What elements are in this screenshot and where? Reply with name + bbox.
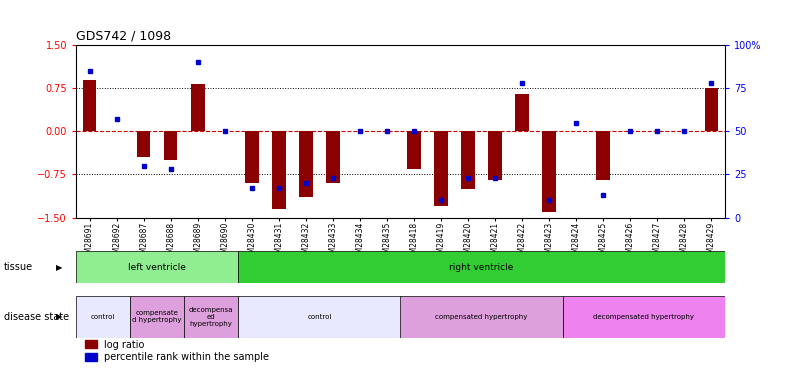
Bar bbox=[326, 131, 340, 183]
Bar bbox=[461, 131, 475, 189]
Legend: log ratio, percentile rank within the sample: log ratio, percentile rank within the sa… bbox=[81, 336, 273, 366]
Bar bbox=[705, 88, 718, 131]
Text: tissue: tissue bbox=[4, 262, 33, 272]
Bar bbox=[137, 131, 151, 157]
Bar bbox=[597, 131, 610, 180]
Text: decompensated hypertrophy: decompensated hypertrophy bbox=[594, 314, 694, 320]
Bar bbox=[407, 131, 421, 169]
Bar bbox=[515, 94, 529, 131]
Text: ▶: ▶ bbox=[56, 263, 62, 272]
Text: decompensa
ed
hypertrophy: decompensa ed hypertrophy bbox=[189, 307, 234, 327]
Text: ▶: ▶ bbox=[56, 312, 62, 321]
Bar bbox=[184, 296, 239, 338]
Text: control: control bbox=[308, 314, 332, 320]
Bar bbox=[239, 251, 725, 283]
Bar bbox=[299, 131, 312, 197]
Text: left ventricle: left ventricle bbox=[128, 262, 186, 272]
Bar bbox=[83, 80, 96, 131]
Bar bbox=[400, 296, 562, 338]
Bar bbox=[542, 131, 556, 212]
Text: GDS742 / 1098: GDS742 / 1098 bbox=[76, 30, 171, 42]
Bar bbox=[130, 296, 184, 338]
Bar bbox=[489, 131, 502, 180]
Bar bbox=[245, 131, 259, 183]
Bar bbox=[562, 296, 725, 338]
Bar bbox=[239, 296, 400, 338]
Text: disease state: disease state bbox=[4, 312, 69, 322]
Text: compensate
d hypertrophy: compensate d hypertrophy bbox=[132, 310, 182, 323]
Text: control: control bbox=[91, 314, 115, 320]
Bar bbox=[191, 84, 204, 131]
Text: compensated hypertrophy: compensated hypertrophy bbox=[436, 314, 528, 320]
Bar bbox=[272, 131, 286, 209]
Bar bbox=[76, 251, 239, 283]
Text: right ventricle: right ventricle bbox=[449, 262, 513, 272]
Bar bbox=[434, 131, 448, 206]
Bar bbox=[76, 296, 130, 338]
Bar bbox=[164, 131, 178, 160]
